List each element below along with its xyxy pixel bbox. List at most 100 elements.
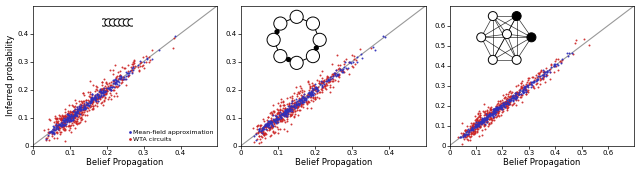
Point [499,105,509,108]
Point [68,110,78,112]
Point [119,76,129,79]
Point [99,100,109,102]
Point [513,84,523,86]
Point [117,77,127,80]
Point [145,58,155,61]
Point [118,78,128,81]
Point [488,112,498,115]
Point [504,95,514,98]
Point [249,141,259,143]
Point [68,115,79,117]
Point [285,104,296,107]
Point [66,130,76,133]
Point [520,88,530,91]
Point [500,101,511,103]
Point [79,105,90,108]
Point [109,88,120,91]
Point [59,121,69,124]
Point [540,72,550,75]
Point [278,112,288,115]
Point [60,118,70,121]
Point [71,119,81,122]
Point [281,110,291,113]
Point [72,108,82,111]
Point [110,80,120,83]
Point [111,82,122,85]
Point [484,111,495,114]
Point [79,107,89,110]
Point [564,51,574,54]
Point [305,86,316,88]
Point [514,90,524,93]
Point [266,123,276,126]
Point [307,90,317,93]
Point [61,122,71,125]
Point [496,106,506,108]
Point [497,107,507,110]
Point [127,67,138,70]
Point [490,109,500,112]
Point [268,114,278,116]
Point [65,115,76,118]
Point [58,122,68,125]
Point [492,108,502,111]
Point [497,101,508,104]
Point [76,108,86,111]
Point [541,74,552,76]
Point [294,103,305,105]
Point [67,103,77,106]
Point [308,88,318,91]
Point [294,98,305,101]
Point [467,121,477,124]
Point [477,129,487,132]
Point [275,118,285,121]
Point [268,121,278,124]
Point [537,73,547,76]
Point [282,108,292,111]
Point [100,93,111,95]
Point [513,90,524,93]
Point [317,81,327,84]
Point [70,111,81,113]
Point [314,80,324,83]
Point [269,131,279,134]
Point [487,112,497,115]
Point [287,109,297,112]
Point [511,92,521,94]
Point [106,88,116,91]
Point [65,117,76,120]
Point [482,115,492,118]
Point [72,122,82,125]
Point [285,115,295,117]
Point [266,119,276,122]
Point [70,113,81,116]
Point [272,120,282,123]
Point [285,95,296,98]
Point [496,102,506,105]
Point [483,113,493,116]
Point [60,128,70,130]
Point [470,123,480,126]
Point [122,72,132,74]
Point [51,126,61,129]
Point [509,92,520,95]
Point [460,136,470,139]
Point [92,102,102,105]
Point [74,108,84,111]
Point [492,107,502,110]
Point [496,103,506,106]
Point [525,81,535,84]
Point [489,111,499,113]
Point [102,87,112,90]
Point [63,113,73,116]
Point [463,130,474,132]
Point [264,128,275,131]
Point [271,120,282,123]
Point [64,111,74,114]
Point [123,72,133,75]
Point [51,127,61,130]
Point [480,110,490,112]
Point [488,110,499,112]
Point [470,131,481,134]
Point [135,64,145,67]
